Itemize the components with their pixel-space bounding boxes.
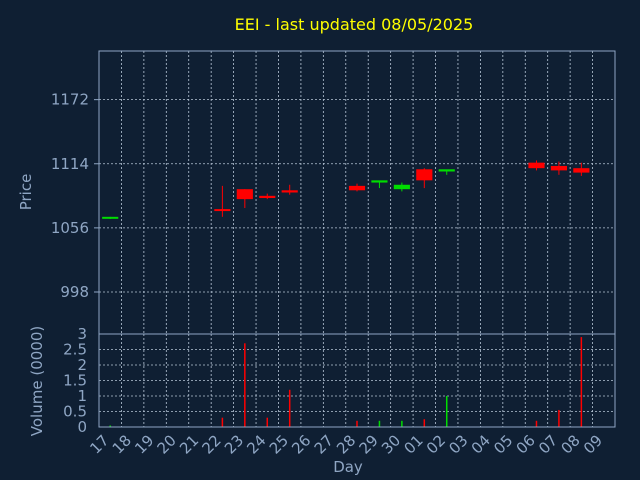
volume-tick-label: 1	[77, 387, 87, 405]
candle-body	[416, 169, 433, 181]
volume-bar	[558, 409, 560, 427]
candle-body	[236, 189, 253, 200]
volume-bar	[288, 389, 291, 427]
candle-body	[393, 184, 410, 190]
volume-tick-label: 3	[77, 325, 87, 343]
x-ticks: 1718192021222324252627282930010203040506…	[86, 431, 606, 457]
candle-body	[528, 162, 545, 169]
volume-bar	[535, 420, 538, 427]
price-candles	[102, 160, 590, 220]
candle-body	[550, 165, 567, 171]
volume-bar	[266, 417, 269, 427]
price-tick-label: 1056	[51, 219, 89, 237]
volume-axis-label: Volume (0000)	[28, 326, 46, 436]
volume-tick-label: 2.5	[63, 341, 87, 359]
volume-bar	[109, 425, 111, 427]
candle-body	[102, 216, 119, 219]
volume-y-ticks: 00.511.522.53	[63, 325, 87, 436]
price-tick-label: 1172	[51, 91, 89, 109]
x-tick-label: 09	[580, 431, 606, 457]
volume-tick-label: 0	[77, 418, 87, 436]
candle-body	[438, 169, 455, 172]
volume-bar	[423, 419, 426, 427]
x-axis-label: Day	[333, 458, 363, 476]
candle-body	[281, 190, 298, 193]
candle-body	[214, 209, 231, 212]
volume-bar	[221, 417, 224, 427]
volume-bar	[356, 420, 358, 427]
volume-grid	[99, 333, 615, 428]
volume-tick-label: 2	[77, 356, 87, 374]
volume-bar	[445, 396, 448, 427]
candle-body	[573, 168, 590, 173]
volume-bars	[109, 337, 583, 427]
price-grid	[99, 51, 615, 334]
volume-tick-label: 0.5	[63, 403, 87, 421]
volume-bar	[401, 420, 403, 427]
price-y-ticks: 998 1056 1114 1172	[51, 91, 99, 301]
volume-tick-label: 1.5	[63, 372, 87, 390]
volume-bar	[378, 420, 381, 427]
candle-body	[371, 180, 388, 183]
price-axis-label: Price	[17, 174, 35, 211]
candle-body	[348, 185, 366, 191]
price-panel-frame	[98, 50, 616, 335]
volume-bar	[244, 343, 246, 427]
price-tick-label: 998	[60, 283, 89, 301]
price-tick-label: 1114	[51, 155, 89, 173]
volume-panel-frame	[98, 333, 616, 428]
volume-bar	[580, 337, 583, 427]
chart-title: EEI - last updated 08/05/2025	[235, 15, 474, 34]
candle-body	[259, 195, 276, 199]
